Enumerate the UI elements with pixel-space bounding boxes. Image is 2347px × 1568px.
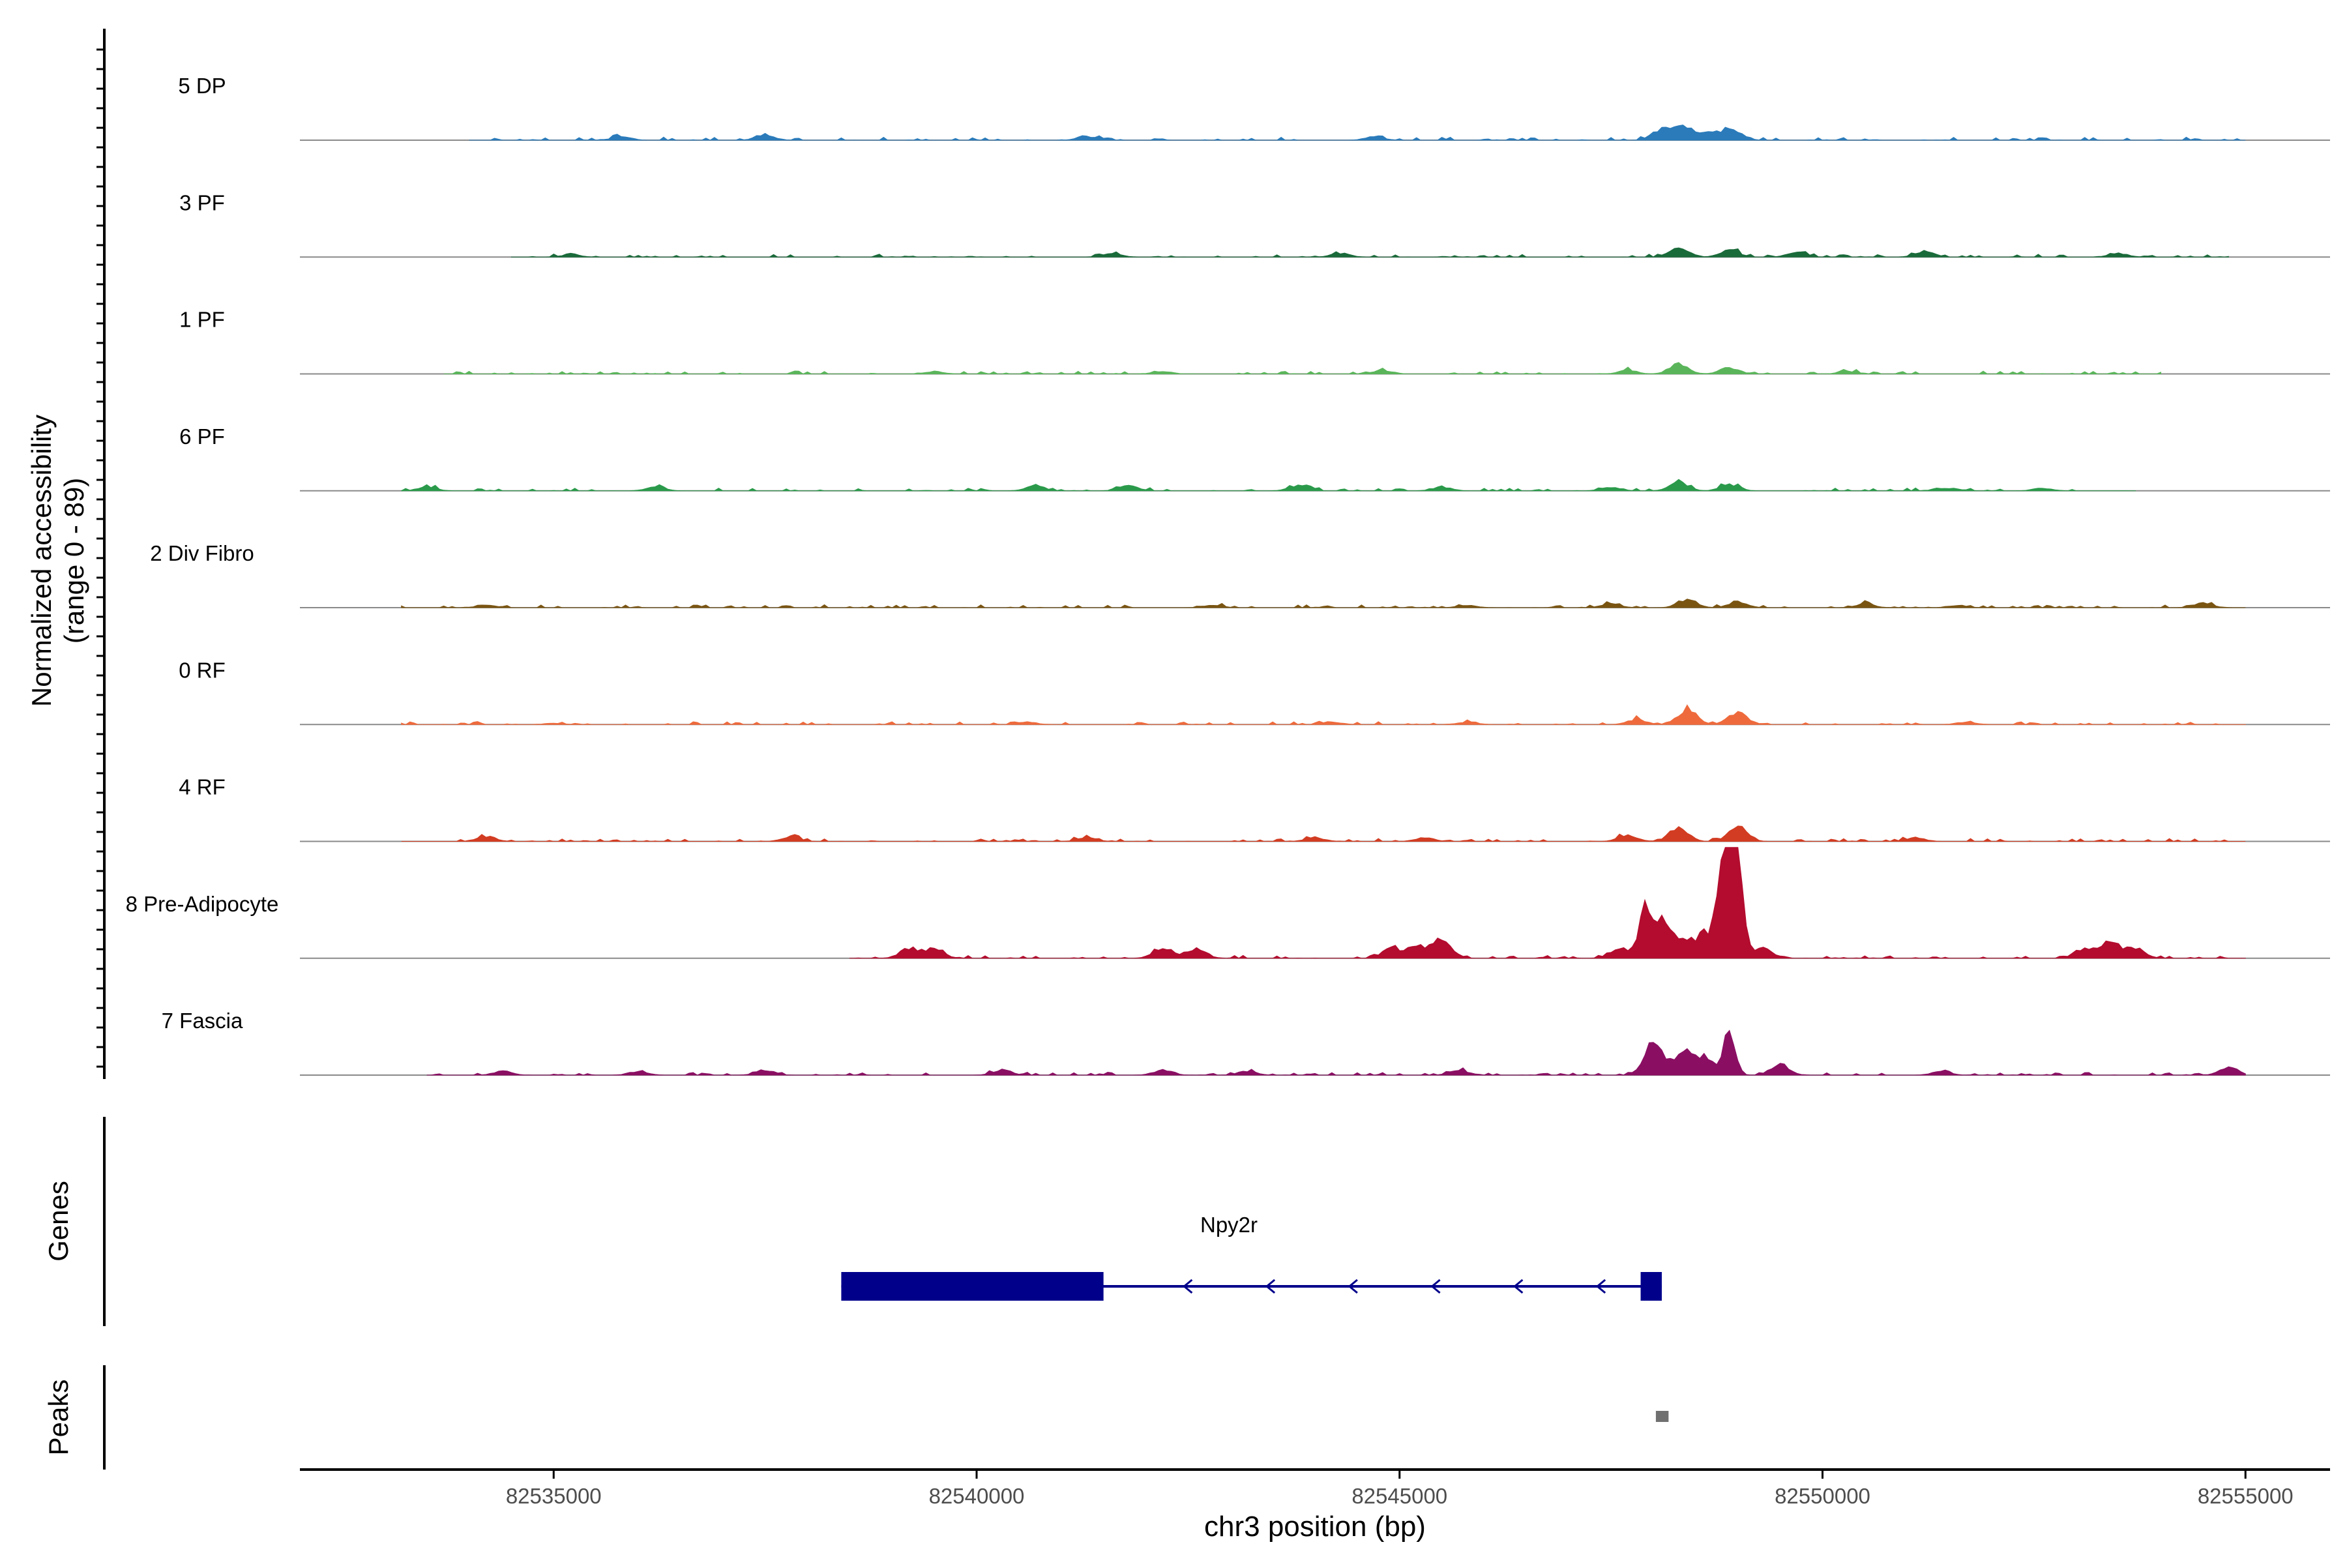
- track-label: 8 Pre-Adipocyte: [126, 892, 279, 916]
- track-2-div-fibro: 2 Div Fibro: [150, 541, 2330, 608]
- strand-arrow: [1265, 1279, 1276, 1294]
- track-label: 4 RF: [179, 775, 226, 799]
- gene-name-label: Npy2r: [1200, 1213, 1258, 1237]
- strand-arrow: [1513, 1279, 1524, 1294]
- y-axis-label-line1: Normalized accessibility: [26, 415, 57, 707]
- strand-arrow: [1183, 1279, 1193, 1294]
- x-tick-label: 82545000: [1351, 1484, 1447, 1508]
- track-signal-area: [401, 599, 2246, 608]
- x-tick-label: 82535000: [506, 1484, 602, 1508]
- x-tick-label: 82550000: [1775, 1484, 1870, 1508]
- track-signal-area: [469, 125, 2246, 141]
- track-6-pf: 6 PF: [179, 424, 2330, 492]
- peak-regions: [1655, 1411, 1669, 1422]
- x-tick-label: 82555000: [2198, 1484, 2294, 1508]
- accessibility-tracks: 5 DP 3 PF 1 PF 6 PF 2 Div Fibro 0 RF 4 RF 8 Pre…: [126, 74, 2330, 1076]
- gene-model: [841, 1272, 1662, 1301]
- track-label: 6 PF: [179, 424, 225, 449]
- track-5-dp: 5 DP: [178, 74, 2330, 141]
- track-label: 2 Div Fibro: [150, 541, 254, 565]
- gene-exon: [841, 1272, 1104, 1301]
- track-signal-area: [401, 479, 2136, 492]
- genes-panel: Genes Npy2r: [43, 1117, 1662, 1326]
- peak-region: [1655, 1411, 1669, 1422]
- track-1-pf: 1 PF: [179, 308, 2330, 375]
- track-0-rf: 0 RF: [179, 658, 2330, 726]
- track-signal-area: [443, 362, 2161, 375]
- track-3-pf: 3 PF: [179, 190, 2330, 258]
- x-axis-title: chr3 position (bp): [1204, 1511, 1426, 1543]
- peaks-panel: Peaks: [43, 1365, 1669, 1470]
- track-signal-area: [510, 247, 2229, 258]
- track-7-fascia: 7 Fascia: [162, 1009, 2330, 1076]
- y-axis-label: Normalized accessibility (range 0 - 89): [26, 415, 89, 707]
- genes-label: Genes: [43, 1181, 74, 1262]
- x-axis: 82535000 82540000 82545000 82550000 82555000…: [300, 1468, 2330, 1543]
- track-label: 5 DP: [178, 74, 226, 98]
- left-axis-group: [96, 29, 106, 1079]
- track-label: 1 PF: [179, 308, 225, 332]
- track-label: 3 PF: [179, 190, 225, 214]
- y-axis-label-line2: (range 0 - 89): [59, 478, 89, 643]
- track-label: 0 RF: [179, 658, 226, 682]
- strand-arrow: [1595, 1279, 1606, 1294]
- track-8-pre-adipocyte: 8 Pre-Adipocyte: [126, 847, 2330, 959]
- track-signal-area: [426, 1029, 2246, 1076]
- track-label: 7 Fascia: [162, 1009, 243, 1033]
- peaks-label: Peaks: [43, 1380, 74, 1456]
- x-tick-label: 82540000: [929, 1484, 1025, 1508]
- track-signal-area: [849, 847, 2246, 959]
- track-4-rf: 4 RF: [179, 775, 2330, 842]
- gene-exon: [1640, 1272, 1662, 1301]
- track-signal-area: [401, 704, 2246, 725]
- track-signal-area: [401, 825, 2246, 842]
- strand-arrow: [1348, 1279, 1358, 1294]
- strand-arrow: [1430, 1279, 1441, 1294]
- x-ticks: 82535000 82540000 82545000 82550000 82555000: [506, 1470, 2294, 1508]
